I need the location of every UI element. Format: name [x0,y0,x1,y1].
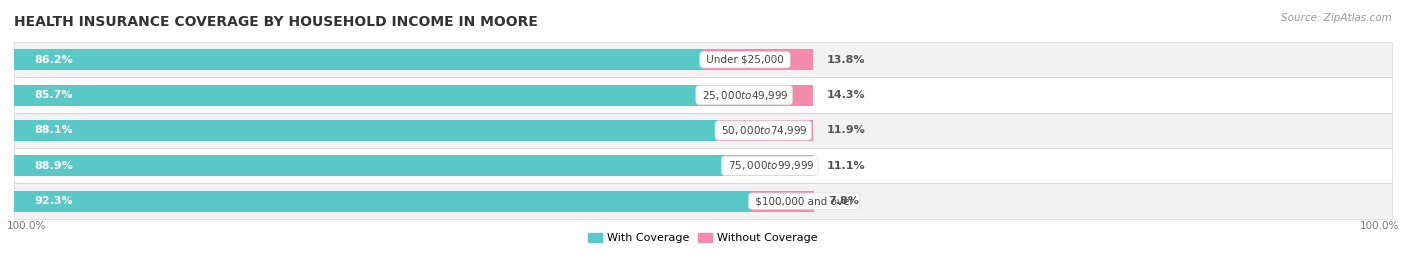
Bar [14,49,703,70]
Bar [752,190,814,212]
Legend: With Coverage, Without Coverage: With Coverage, Without Coverage [583,228,823,247]
Text: 7.8%: 7.8% [828,196,859,206]
Text: $50,000 to $74,999: $50,000 to $74,999 [718,124,808,137]
Text: 88.9%: 88.9% [35,161,73,171]
Bar [718,120,813,141]
Text: 14.3%: 14.3% [827,90,866,100]
Bar [14,84,699,106]
Text: 92.3%: 92.3% [35,196,73,206]
Bar [724,155,813,176]
Text: Under $25,000: Under $25,000 [703,55,787,65]
Text: 100.0%: 100.0% [1360,221,1399,231]
Bar [699,84,813,106]
Text: 13.8%: 13.8% [827,55,866,65]
Text: 85.7%: 85.7% [35,90,73,100]
Text: 100.0%: 100.0% [7,221,46,231]
Bar [703,49,813,70]
Bar [14,190,752,212]
Text: 86.2%: 86.2% [35,55,73,65]
Text: $25,000 to $49,999: $25,000 to $49,999 [699,89,789,102]
Bar [14,120,718,141]
Text: 88.1%: 88.1% [35,125,73,136]
Text: HEALTH INSURANCE COVERAGE BY HOUSEHOLD INCOME IN MOORE: HEALTH INSURANCE COVERAGE BY HOUSEHOLD I… [14,15,538,30]
Text: $75,000 to $99,999: $75,000 to $99,999 [724,159,815,172]
Bar [14,42,1392,77]
Bar [14,77,1392,113]
Text: Source: ZipAtlas.com: Source: ZipAtlas.com [1281,13,1392,23]
Bar [14,183,1392,219]
Bar [14,155,724,176]
Text: 11.9%: 11.9% [827,125,866,136]
Bar [14,148,1392,183]
Text: $100,000 and over: $100,000 and over [752,196,856,206]
Text: 11.1%: 11.1% [827,161,866,171]
Bar [14,113,1392,148]
